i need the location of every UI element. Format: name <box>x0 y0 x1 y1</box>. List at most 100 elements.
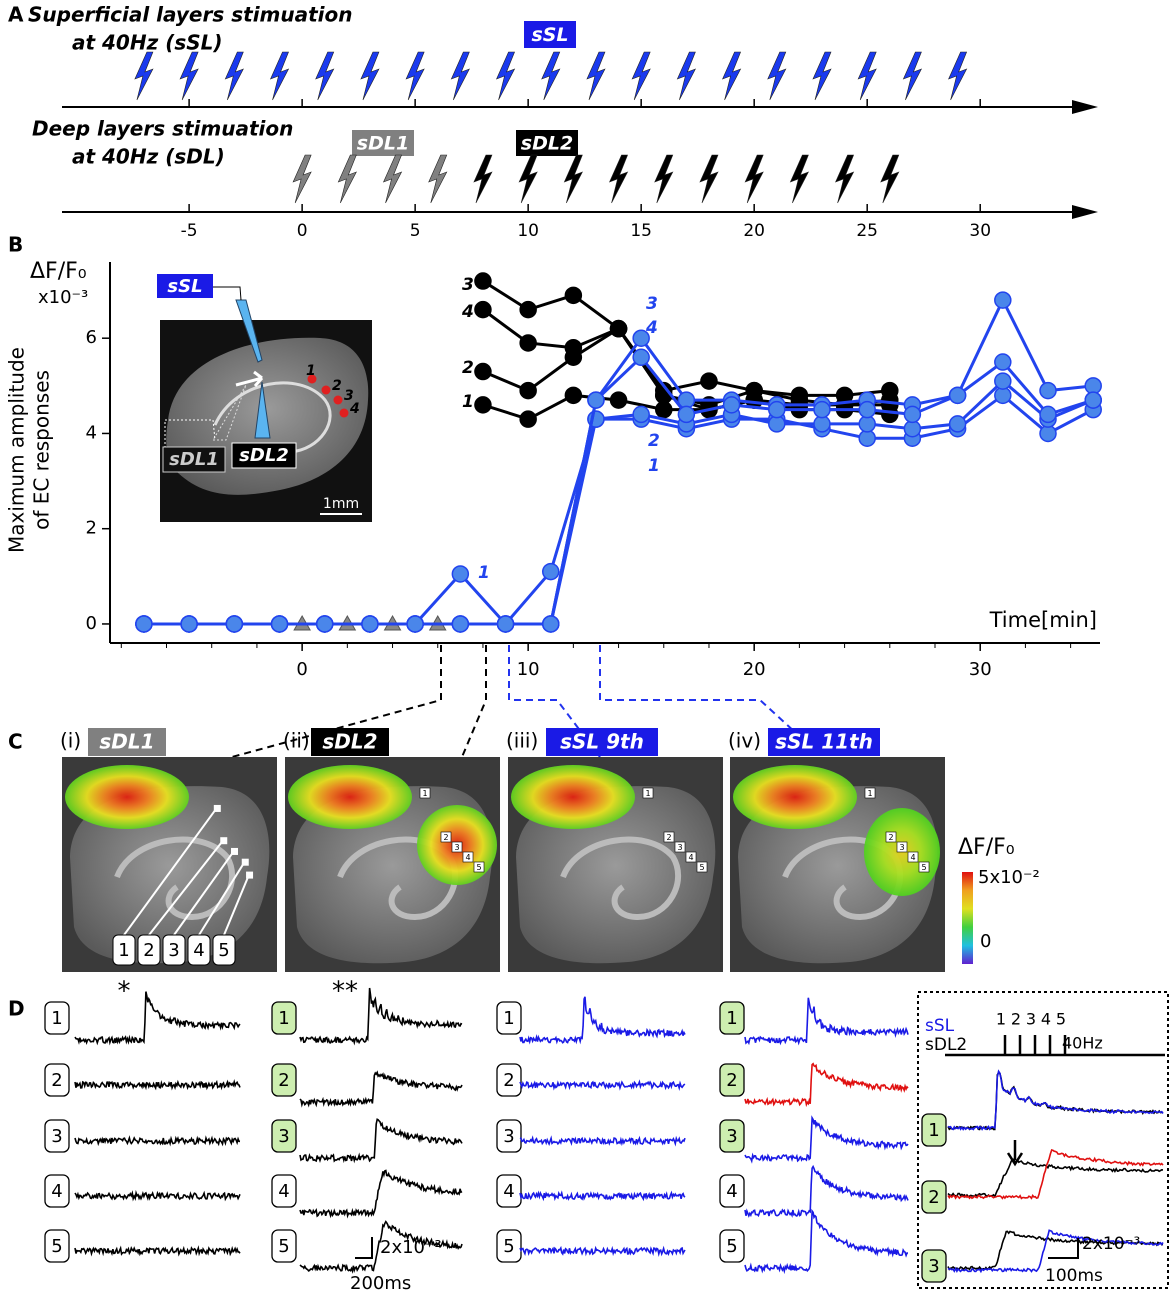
image-tag-box <box>768 728 880 756</box>
image-index: (iii) <box>506 729 538 753</box>
a-tick-label: 20 <box>743 221 765 241</box>
marker <box>632 405 650 424</box>
heat-blob <box>65 765 189 829</box>
marker <box>474 300 492 319</box>
stim-bolt <box>835 154 855 204</box>
marker <box>542 562 560 581</box>
trace <box>74 1079 241 1091</box>
image-index: (iv) <box>728 729 761 753</box>
row-label: 2 <box>51 1070 62 1091</box>
sdl2-tag-box <box>516 130 578 156</box>
series-label: 4 <box>461 302 474 322</box>
marker <box>564 386 583 405</box>
stim-bolt <box>654 154 674 204</box>
marker <box>632 348 650 366</box>
site-box <box>451 841 463 853</box>
marker <box>813 400 831 419</box>
trace <box>744 1208 908 1275</box>
marker <box>474 396 492 414</box>
row-box <box>921 1113 947 1147</box>
row-label: 1 <box>726 1008 737 1029</box>
inset-sdl2: sDL2 <box>925 1035 967 1055</box>
panel-letter: A <box>8 3 24 27</box>
ssl-tag: sSL <box>531 24 568 46</box>
row-box <box>44 1174 70 1208</box>
panel-letter: D <box>8 997 25 1021</box>
stim-bolt <box>902 51 923 101</box>
heat-blob <box>288 765 412 829</box>
row-box <box>921 1180 947 1214</box>
a-tick-label: 5 <box>410 221 421 241</box>
marker <box>564 286 583 305</box>
row-label: 1 <box>928 1120 939 1141</box>
site-label: 5 <box>699 863 704 872</box>
row-box <box>719 1119 745 1153</box>
colorbar-title: ΔF/F₀ <box>958 835 1015 860</box>
y-tick-label: 2 <box>86 518 97 539</box>
stim-bolt <box>337 154 357 204</box>
site-label: 1 <box>118 940 129 961</box>
inset-scale: 1mm <box>323 496 359 512</box>
row-box <box>496 1119 522 1153</box>
scale-y: 2x10⁻² <box>380 1237 442 1258</box>
x-tick-label: 30 <box>969 659 992 680</box>
marker <box>135 615 153 633</box>
series-label: 2 <box>462 358 474 378</box>
ssl-title: Superficial layers stimuation <box>28 3 353 27</box>
site-box <box>137 934 161 966</box>
site-label: 5 <box>476 863 481 872</box>
trace <box>74 991 241 1046</box>
site-box <box>212 934 236 966</box>
row-box <box>44 1001 70 1035</box>
stim-bolt <box>812 51 832 101</box>
stim-bolt <box>315 51 335 101</box>
hippocampus <box>560 836 681 921</box>
stim-bolt <box>495 51 516 101</box>
site-box <box>473 861 485 873</box>
row-box <box>496 1174 522 1208</box>
marker <box>609 391 628 409</box>
stim-bolt <box>880 154 900 204</box>
series-label: 1 <box>648 456 660 476</box>
site-dot <box>307 374 317 384</box>
site-lead <box>123 807 218 936</box>
marker <box>451 615 470 633</box>
site-dot <box>333 395 343 405</box>
row-label: 2 <box>278 1070 289 1091</box>
site-label: 3 <box>677 843 682 852</box>
marker <box>1084 391 1102 409</box>
trace <box>744 1062 909 1108</box>
trace <box>519 1245 686 1257</box>
site-label: 3 <box>899 843 904 852</box>
inset-sdl1: sDL1 <box>169 449 219 470</box>
stim-bolt <box>473 154 493 204</box>
stim-bolt <box>382 154 403 204</box>
row-label: 4 <box>726 1181 737 1202</box>
row-label: 4 <box>51 1181 62 1202</box>
trace <box>947 1071 1164 1131</box>
row-label: 1 <box>503 1008 514 1029</box>
marker <box>700 372 718 390</box>
stim-bolt <box>744 154 764 204</box>
trace <box>299 1118 463 1164</box>
stim-bolt <box>789 154 810 204</box>
site-label: 4 <box>193 940 204 961</box>
marker <box>474 272 492 290</box>
row-label: 5 <box>503 1236 514 1257</box>
axis-arrow <box>1072 100 1098 114</box>
site-marker <box>231 847 238 855</box>
row-label: 4 <box>503 1181 514 1202</box>
connector <box>461 645 487 758</box>
site-box <box>112 934 136 966</box>
site-label: 1 <box>867 789 872 798</box>
image-tag-box <box>88 728 166 756</box>
row-label: 3 <box>51 1126 62 1147</box>
x-tick-label: 20 <box>743 659 766 680</box>
site-label: 3 <box>344 388 354 404</box>
a-tick-label: -5 <box>181 221 198 241</box>
site-lead <box>198 861 246 936</box>
site-label: 3 <box>168 940 179 961</box>
